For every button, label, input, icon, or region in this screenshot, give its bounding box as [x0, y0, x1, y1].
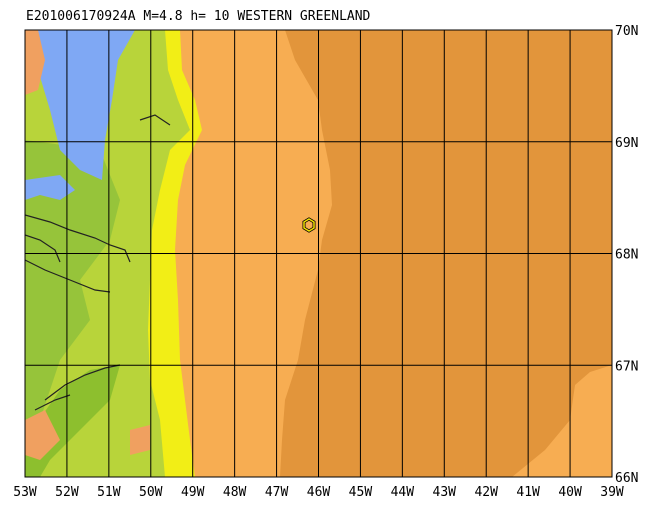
lon-label: 45W	[349, 485, 373, 500]
lat-label: 70N	[615, 24, 638, 39]
lat-label: 69N	[615, 136, 638, 151]
lat-label: 66N	[615, 471, 638, 486]
lon-label: 50W	[139, 485, 163, 500]
lon-label: 43W	[433, 485, 457, 500]
lon-label: 47W	[265, 485, 289, 500]
ice-sheet	[25, 175, 75, 200]
epicenter	[303, 218, 315, 232]
lon-label: 40W	[558, 485, 582, 500]
lat-label: 67N	[615, 359, 638, 374]
lon-label: 44W	[391, 485, 415, 500]
lon-label: 49W	[181, 485, 205, 500]
lon-label: 46W	[307, 485, 331, 500]
coastline	[25, 114, 171, 411]
lon-label: 42W	[474, 485, 498, 500]
map-title: E201006170924A M=4.8 h= 10 WESTERN GREEN…	[26, 9, 371, 24]
lon-label: 53W	[13, 485, 37, 500]
bare-rock	[130, 425, 150, 455]
bare-rock	[25, 410, 60, 460]
graticule	[25, 30, 612, 477]
lon-label: 39W	[600, 485, 624, 500]
ice-sheet	[38, 30, 135, 180]
lon-label: 48W	[223, 485, 247, 500]
lat-label: 68N	[615, 248, 638, 263]
lon-label: 41W	[516, 485, 540, 500]
lon-label: 51W	[97, 485, 121, 500]
shelf	[512, 365, 612, 477]
bare-rock	[25, 30, 45, 95]
map-frame	[24, 29, 613, 478]
lon-label: 52W	[55, 485, 79, 500]
